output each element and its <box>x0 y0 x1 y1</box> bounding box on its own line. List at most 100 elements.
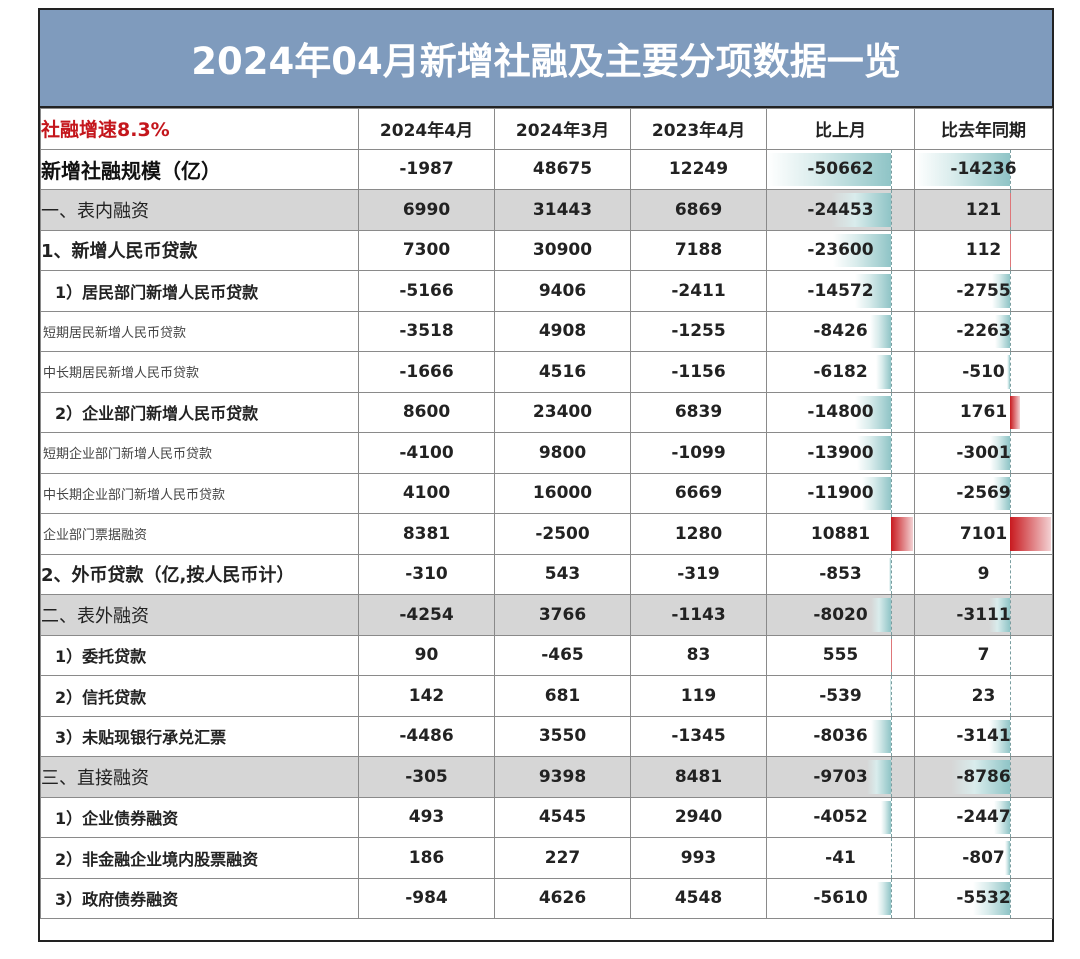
data-bar-axis <box>1010 635 1011 675</box>
row-label: 中长期企业部门新增人民币贷款 <box>40 472 359 514</box>
value-text: 23 <box>971 685 996 706</box>
value-text: -319 <box>677 564 720 585</box>
value-text: -4100 <box>399 442 454 463</box>
value-cell: -1156 <box>630 351 767 393</box>
value-cell: 83 <box>630 634 767 676</box>
value-text: -50662 <box>807 159 874 180</box>
row-label: 新增社融规模（亿） <box>40 148 359 190</box>
data-bar-axis <box>891 190 892 230</box>
value-text: 9800 <box>538 442 587 463</box>
value-text: 9406 <box>538 280 587 301</box>
value-text: -4486 <box>399 726 454 747</box>
data-bar-axis <box>891 716 892 756</box>
column-header: 2024年4月 <box>358 108 495 150</box>
value-cell: 7101 <box>914 513 1053 555</box>
header-row: 社融增速8.3% 2024年4月 2024年3月 2023年4月 比上月 比去年同期 <box>40 108 1053 150</box>
data-bar-axis <box>891 230 892 270</box>
value-text: 16000 <box>532 483 593 504</box>
value-cell: -14800 <box>766 391 915 433</box>
data-bar <box>876 355 891 389</box>
value-text: 48675 <box>532 159 593 180</box>
value-text: 493 <box>408 807 445 828</box>
value-cell: 142 <box>358 675 495 717</box>
row-label: 二、表外融资 <box>40 594 359 636</box>
value-cell: -3518 <box>358 310 495 352</box>
row-label: 2、外币贷款（亿,按人民币计） <box>40 553 359 595</box>
value-cell: 227 <box>494 837 631 879</box>
financing-table: 社融增速8.3% 2024年4月 2024年3月 2023年4月 比上月 比去年同期 新增社… <box>40 108 1053 919</box>
value-text: 6869 <box>674 199 723 220</box>
value-text: 8481 <box>674 766 723 787</box>
table-row: 二、表外融资 -4254 3766 -1143 -8020 -3111 <box>40 594 1053 636</box>
data-bar-axis <box>891 757 892 797</box>
value-cell: -24453 <box>766 189 915 231</box>
value-cell: -5610 <box>766 877 915 919</box>
value-text: 83 <box>686 645 711 666</box>
table-row: 新增社融规模（亿） -1987 48675 12249 -50662 -14236 <box>40 148 1053 190</box>
value-cell: 121 <box>914 189 1053 231</box>
row-label: 2）企业部门新增人民币贷款 <box>40 391 359 433</box>
value-text: 1280 <box>674 523 723 544</box>
row-label: 一、表内融资 <box>40 189 359 231</box>
value-text: 112 <box>965 240 1002 261</box>
data-bar-axis <box>1010 757 1011 797</box>
value-text: -3001 <box>956 442 1011 463</box>
value-cell: 30900 <box>494 229 631 271</box>
value-cell: 10881 <box>766 513 915 555</box>
row-label: 2）信托贷款 <box>40 675 359 717</box>
value-text: 681 <box>544 685 581 706</box>
data-bar <box>1005 841 1010 875</box>
value-text: 4548 <box>674 888 723 909</box>
data-bar-axis <box>891 554 892 594</box>
value-text: -1666 <box>399 361 454 382</box>
row-label: 3）未贴现银行承兑汇票 <box>40 715 359 757</box>
value-cell: -4100 <box>358 432 495 474</box>
value-cell: -1345 <box>630 715 767 757</box>
value-text: 2940 <box>674 807 723 828</box>
value-cell: -23600 <box>766 229 915 271</box>
value-cell: -1987 <box>358 148 495 190</box>
data-bar-axis <box>891 392 892 432</box>
value-cell: -3141 <box>914 715 1053 757</box>
data-bar-axis <box>1010 797 1011 837</box>
value-text: 90 <box>414 645 439 666</box>
value-text: -8786 <box>956 766 1011 787</box>
row-label: 三、直接融资 <box>40 756 359 798</box>
table-row: 三、直接融资 -305 9398 8481 -9703 -8786 <box>40 756 1053 798</box>
table-row: 3）政府债券融资 -984 4626 4548 -5610 -5532 <box>40 877 1053 919</box>
value-cell: -1255 <box>630 310 767 352</box>
value-text: -5166 <box>399 280 454 301</box>
value-cell: -8020 <box>766 594 915 636</box>
data-bar <box>855 395 891 429</box>
value-text: -1987 <box>399 159 454 180</box>
column-header: 比上月 <box>766 108 915 150</box>
data-bar <box>915 152 1010 186</box>
table-row: 1）居民部门新增人民币贷款 -5166 9406 -2411 -14572 -2755 <box>40 270 1053 312</box>
value-cell: 112 <box>914 229 1053 271</box>
value-text: -23600 <box>807 240 874 261</box>
value-text: -11900 <box>807 483 874 504</box>
value-text: 4100 <box>402 483 451 504</box>
value-cell: 7300 <box>358 229 495 271</box>
data-bar-axis <box>891 797 892 837</box>
value-cell: 23400 <box>494 391 631 433</box>
value-text: -2569 <box>956 483 1011 504</box>
data-bar <box>992 274 1010 308</box>
row-label: 中长期居民新增人民币贷款 <box>40 351 359 393</box>
value-cell: -807 <box>914 837 1053 879</box>
value-text: 9 <box>977 564 990 585</box>
value-cell: -3001 <box>914 432 1053 474</box>
value-text: -9703 <box>813 766 868 787</box>
data-bar <box>881 800 891 834</box>
growth-rate-label: 社融增速8.3% <box>40 108 359 150</box>
value-text: -6182 <box>813 361 868 382</box>
value-cell: 48675 <box>494 148 631 190</box>
value-text: 6990 <box>402 199 451 220</box>
value-text: -465 <box>541 645 584 666</box>
value-cell: 993 <box>630 837 767 879</box>
data-bar-axis <box>891 878 892 918</box>
value-text: -2447 <box>956 807 1011 828</box>
value-text: -4254 <box>399 604 454 625</box>
value-cell: 555 <box>766 634 915 676</box>
value-text: 9398 <box>538 766 587 787</box>
